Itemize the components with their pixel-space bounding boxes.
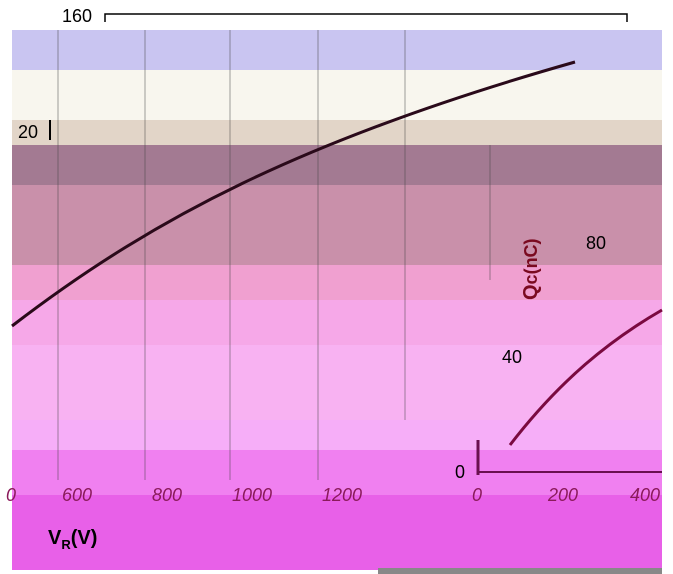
axis-title-sub: c(nC) [521, 238, 541, 285]
axis-title-sub: R [61, 537, 71, 552]
band [12, 265, 662, 300]
band [12, 30, 662, 70]
grid [57, 30, 491, 480]
band [12, 495, 662, 570]
tick-label: 0 [6, 485, 17, 505]
tick-label: 200 [548, 485, 579, 505]
band [12, 145, 662, 185]
tick-label: 1000 [232, 485, 273, 505]
label: 160 [62, 6, 93, 26]
band [12, 420, 662, 450]
tick-label: 400 [630, 485, 661, 505]
tick-label: 40 [502, 347, 523, 367]
tick-label: 80 [586, 233, 607, 253]
tick-label: 0 [455, 462, 466, 482]
axis-title-unit: (V) [70, 527, 98, 549]
band [12, 345, 662, 420]
label: 20 [18, 122, 39, 142]
axis-title: VR(V) [48, 527, 97, 552]
tick-label: 800 [152, 485, 183, 505]
tick-label: 1200 [322, 485, 363, 505]
tick-label: 0 [472, 485, 483, 505]
tick-label: 600 [62, 485, 93, 505]
band [12, 300, 662, 345]
band [12, 70, 662, 120]
axis-title: Qc(nC) [520, 238, 543, 300]
axis-title-main: Q [520, 284, 542, 300]
axis-title-main: V [48, 527, 62, 549]
